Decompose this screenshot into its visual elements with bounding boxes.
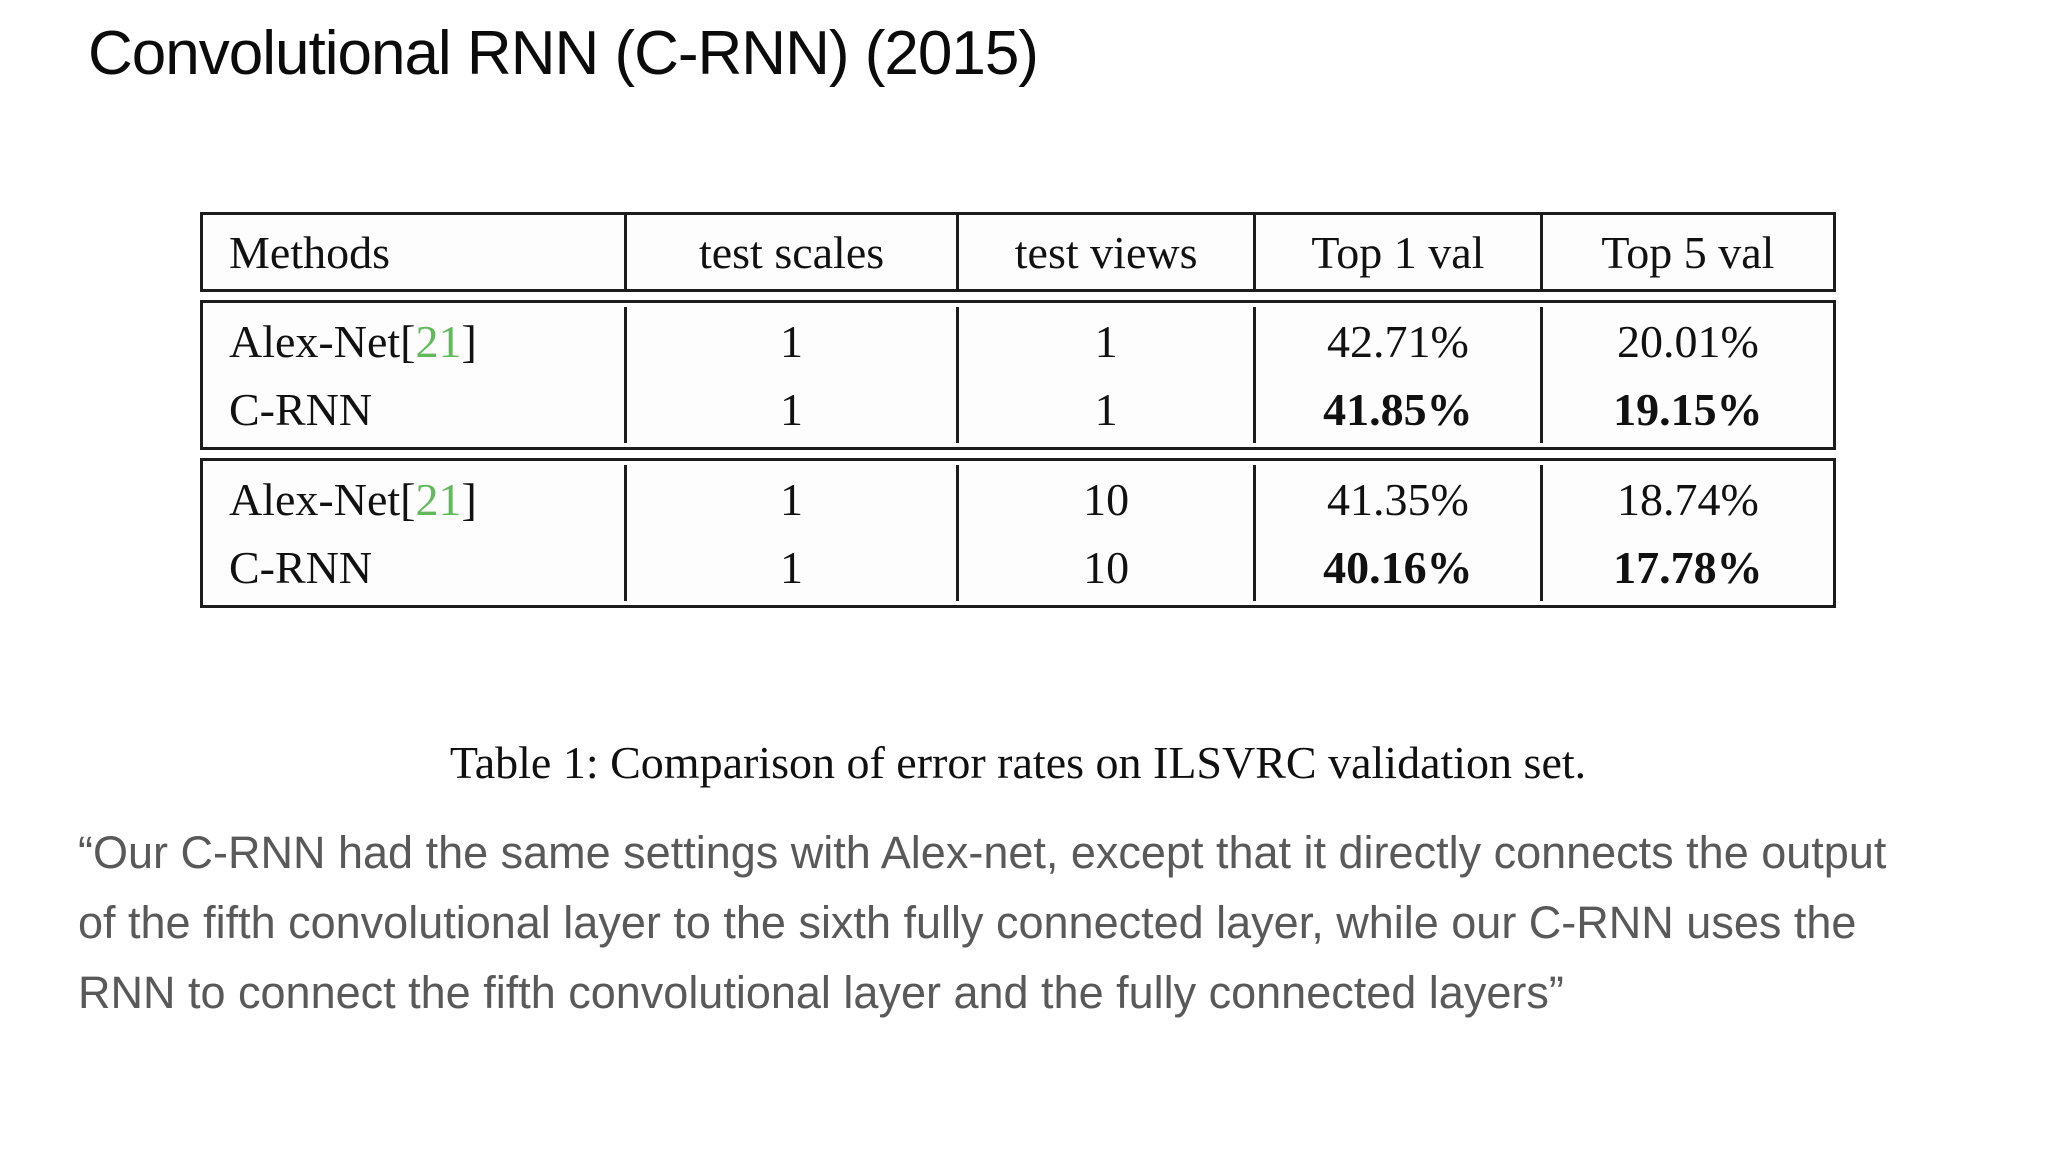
test-scales-cell: 1	[627, 533, 960, 601]
citation-ref: 21	[415, 315, 462, 367]
quote-paragraph: “Our C-RNN had the same settings with Al…	[78, 827, 1887, 1018]
test-scales-cell: 1	[627, 375, 960, 443]
table-row: Alex-Net [21] 1 10 41.35% 18.74%	[203, 465, 1833, 533]
method-cell: Alex-Net [21]	[203, 307, 627, 375]
table-row: Alex-Net [21] 1 1 42.71% 20.01%	[203, 307, 1833, 375]
method-cell: C-RNN	[203, 533, 627, 601]
table-header-row: Methods test scales test views Top 1 val…	[203, 215, 1833, 289]
test-scales-cell: 1	[627, 465, 960, 533]
ref-bracket-close: ]	[461, 473, 477, 525]
top5-val-cell: 20.01%	[1616, 315, 1759, 367]
ref-bracket-open: [	[400, 315, 416, 367]
page-title: Convolutional RNN (C-RNN) (2015)	[88, 19, 1039, 88]
top5-val-cell: 19.15%	[1613, 383, 1763, 435]
table-caption: Table 1: Comparison of error rates on IL…	[449, 737, 1587, 788]
table-group-single-view: Alex-Net [21] 1 1 42.71% 20.01% C-RNN 1 …	[200, 300, 1836, 450]
method-name: Alex-Net	[229, 473, 401, 525]
table-row: C-RNN 1 10 40.16% 17.78%	[203, 533, 1833, 601]
ref-bracket-close: ]	[461, 315, 477, 367]
method-cell: Alex-Net [21]	[203, 465, 627, 533]
table-group-multi-view: Alex-Net [21] 1 10 41.35% 18.74% C-RNN 1…	[200, 458, 1836, 608]
top5-val-cell: 17.78%	[1613, 541, 1763, 593]
test-scales-cell: 1	[627, 307, 960, 375]
col-header-methods: Methods	[203, 215, 627, 289]
test-views-cell: 10	[959, 533, 1256, 601]
method-cell: C-RNN	[203, 375, 627, 443]
method-name: C-RNN	[229, 541, 373, 593]
top1-val-cell: 42.71%	[1256, 307, 1543, 375]
method-name: Alex-Net	[229, 315, 401, 367]
top5-val-cell: 18.74%	[1616, 473, 1759, 525]
col-header-top1-val: Top 1 val	[1256, 215, 1543, 289]
results-table: Methods test scales test views Top 1 val…	[200, 212, 1836, 616]
top1-val-cell: 41.35%	[1256, 465, 1543, 533]
test-views-cell: 1	[959, 307, 1256, 375]
citation-ref: 21	[415, 473, 462, 525]
top1-val-cell: 40.16%	[1256, 533, 1543, 601]
method-name: C-RNN	[229, 383, 373, 435]
table-row: C-RNN 1 1 41.85% 19.15%	[203, 375, 1833, 443]
col-header-top5-val: Top 5 val	[1601, 226, 1775, 278]
col-header-test-views: test views	[959, 215, 1256, 289]
top1-val-cell: 41.85%	[1256, 375, 1543, 443]
table-header: Methods test scales test views Top 1 val…	[200, 212, 1836, 292]
ref-bracket-open: [	[400, 473, 416, 525]
col-header-test-scales: test scales	[627, 215, 960, 289]
test-views-cell: 1	[959, 375, 1256, 443]
test-views-cell: 10	[959, 465, 1256, 533]
